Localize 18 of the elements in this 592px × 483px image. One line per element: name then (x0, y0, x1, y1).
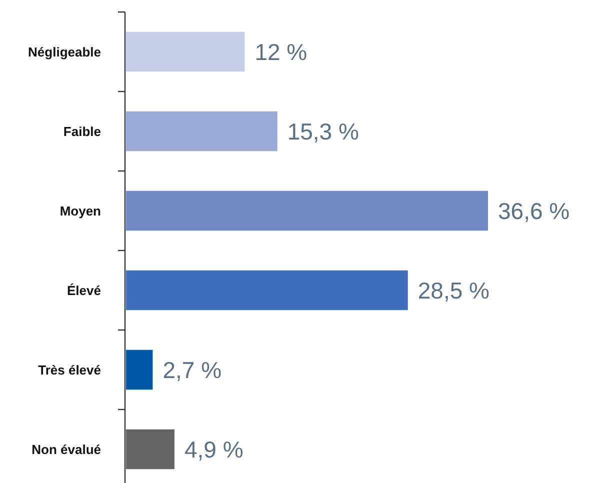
data-label: 4,9 % (184, 436, 244, 463)
data-label: 12 % (254, 39, 308, 66)
data-label: 15,3 % (287, 118, 359, 145)
y-tick-label: Non évalué (32, 442, 101, 457)
y-tick-label: Faible (63, 124, 101, 139)
bar (126, 111, 278, 152)
y-tick-label: Très élevé (38, 362, 101, 378)
y-tick-label: Moyen (60, 203, 102, 218)
bar (126, 350, 153, 390)
bar (126, 190, 488, 231)
y-tick-label: Négligeable (28, 44, 101, 60)
bar (126, 270, 408, 310)
bar (126, 32, 245, 72)
bar (126, 429, 174, 470)
y-tick-label: Élevé (67, 282, 101, 298)
data-label: 36,6 % (498, 198, 570, 224)
data-label: 2,7 % (162, 357, 222, 384)
data-label: 28,5 % (418, 278, 490, 304)
